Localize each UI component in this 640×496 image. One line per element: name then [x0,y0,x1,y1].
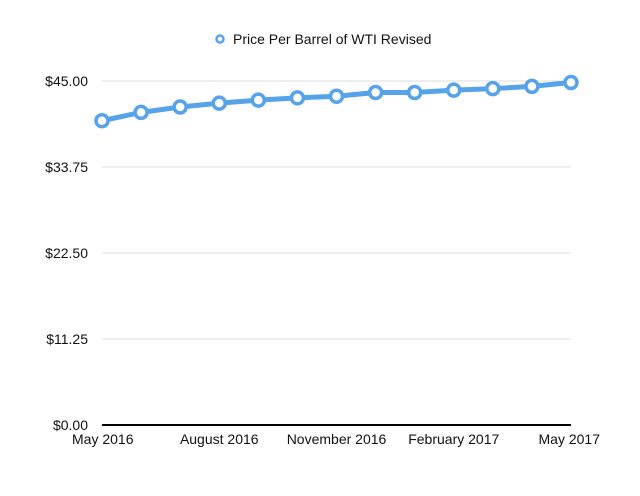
series-group [94,74,579,129]
x-tick-label: May 2016 [72,431,134,447]
data-point [94,113,110,129]
y-tick-label: $45.00 [45,73,88,89]
x-tick-label: August 2016 [180,431,259,447]
data-point [367,84,384,101]
x-tick-label: November 2016 [287,431,387,447]
gridlines [102,80,571,340]
data-point [406,84,423,101]
data-point [250,92,267,108]
y-tick-label: $0.00 [53,417,88,433]
data-point [133,104,149,121]
x-axis-ticks: May 2016 August 2016 November 2016 February… [72,431,600,447]
y-tick-label: $33.75 [45,159,88,175]
data-point [446,82,462,98]
y-tick-label: $11.25 [46,331,88,347]
y-axis-ticks: $0.00 $11.25 $22.50 $33.75 $45.00 [45,73,88,433]
data-point [172,99,188,115]
data-point [524,78,540,95]
legend-label: Price Per Barrel of WTI Revised [233,31,431,47]
x-tick-label: February 2017 [408,431,499,447]
data-point [211,95,227,111]
data-point [328,88,345,105]
data-point [563,74,579,91]
legend: Price Per Barrel of WTI Revised [215,31,431,47]
legend-marker [215,34,225,44]
y-tick-label: $22.50 [45,245,88,261]
x-tick-label: May 2017 [539,431,601,447]
data-point [289,90,306,106]
data-point [485,80,501,97]
